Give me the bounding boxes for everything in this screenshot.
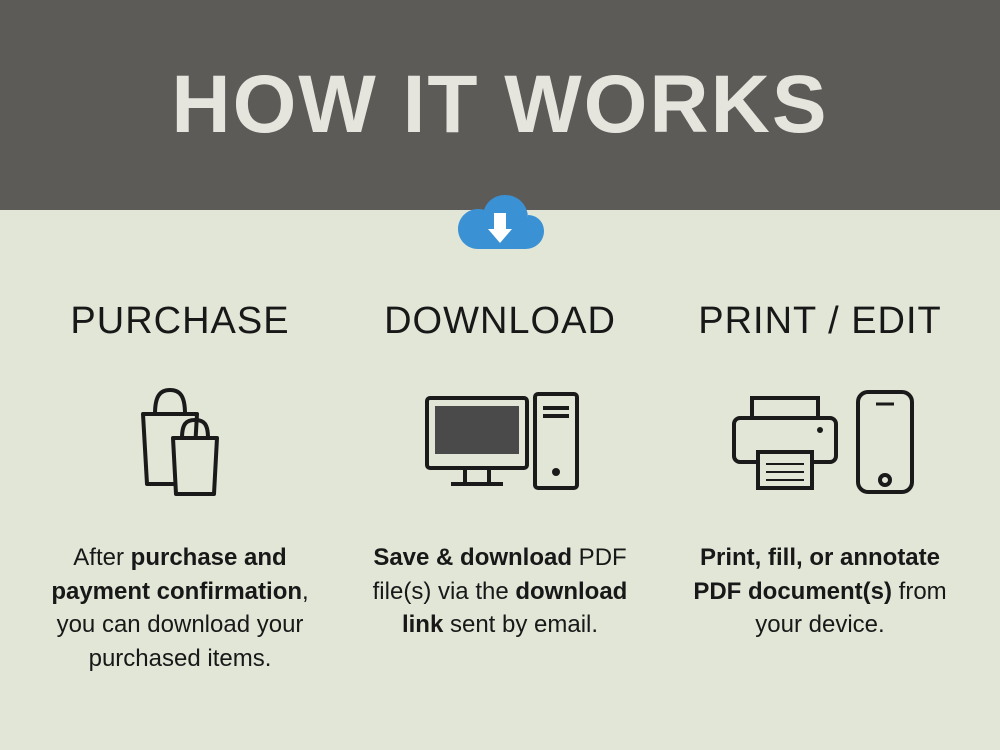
step-download: DOWNLOAD Save & download P (350, 300, 650, 675)
header-banner: HOW IT WORKS (0, 0, 1000, 210)
step-description: After purchase and payment confirmation,… (35, 541, 325, 675)
page-title: HOW IT WORKS (171, 58, 828, 152)
step-title: DOWNLOAD (384, 300, 616, 343)
step-print-edit: PRINT / EDIT Pr (670, 300, 970, 675)
shopping-bags-icon (115, 371, 245, 511)
steps-row: PURCHASE After purchase and payment conf… (0, 210, 1000, 675)
printer-phone-icon (720, 371, 920, 511)
step-title: PRINT / EDIT (698, 300, 942, 343)
step-description: Save & download PDF file(s) via the down… (355, 541, 645, 642)
cloud-download-icon (450, 183, 550, 268)
computer-icon (415, 371, 585, 511)
step-title: PURCHASE (70, 300, 289, 343)
step-purchase: PURCHASE After purchase and payment conf… (30, 300, 330, 675)
step-description: Print, fill, or annotatePDF document(s) … (675, 541, 965, 642)
